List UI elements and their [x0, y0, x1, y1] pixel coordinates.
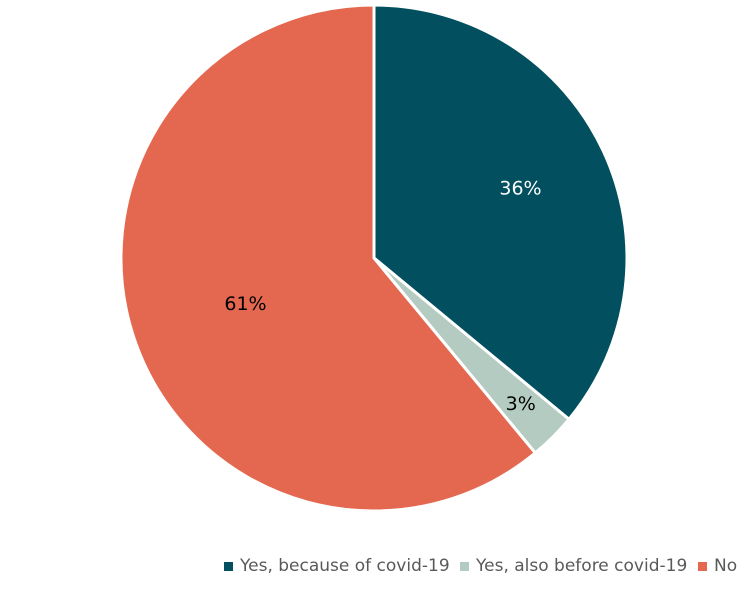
pie-data-label-2: 61% [224, 293, 266, 315]
legend: Yes, because of covid-19 Yes, also befor… [0, 556, 752, 586]
legend-label: No [714, 556, 738, 576]
pie-slice-0 [372, 3, 629, 421]
legend-swatch-icon [698, 561, 707, 571]
pie-data-label-0: 36% [499, 178, 541, 200]
pie-slices [119, 3, 629, 513]
pie-chart: 36% 3% 61% [119, 3, 629, 513]
legend-label: Yes, because of covid-19 [240, 556, 450, 576]
pie-slice-2 [119, 3, 537, 513]
legend-label: Yes, also before covid-19 [476, 556, 688, 576]
pie-data-label-1: 3% [506, 393, 536, 415]
legend-item-no: No [698, 556, 737, 576]
legend-swatch-icon [224, 561, 233, 571]
legend-item-yes-because-covid: Yes, because of covid-19 [224, 556, 450, 576]
legend-swatch-icon [460, 561, 469, 571]
pie-data-labels: 36% 3% 61% [224, 178, 541, 416]
legend-item-yes-before-covid: Yes, also before covid-19 [460, 556, 687, 576]
